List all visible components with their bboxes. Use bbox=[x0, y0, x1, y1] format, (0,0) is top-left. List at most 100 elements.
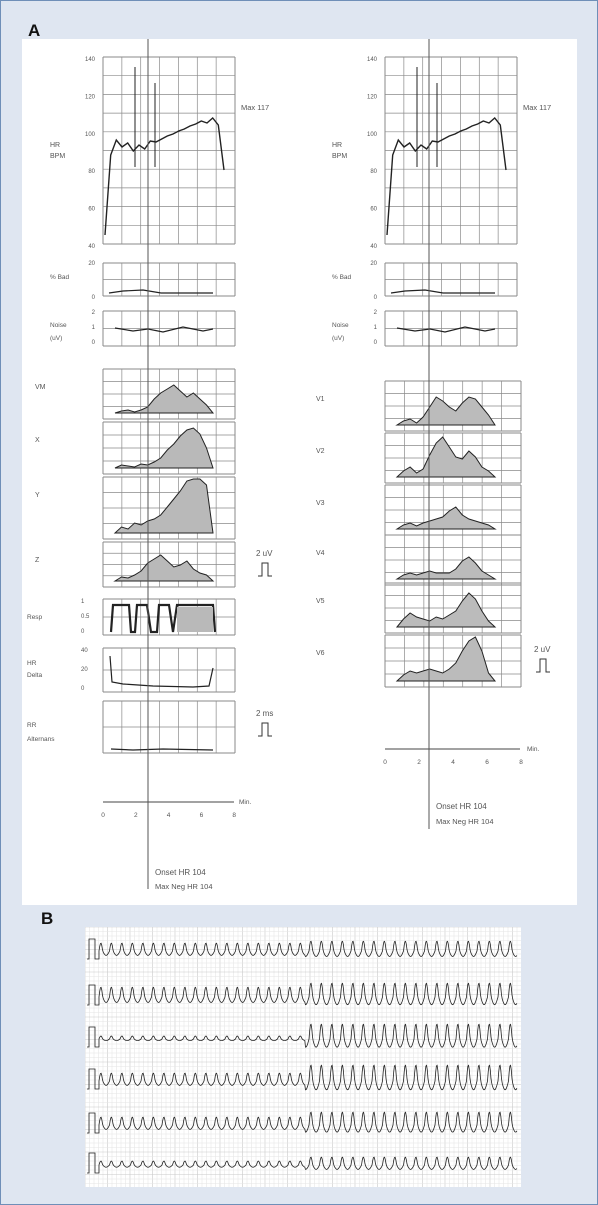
right-time-tick: 4 bbox=[451, 759, 455, 766]
left-resp-tick: 0 bbox=[81, 629, 85, 635]
right-lead-trace bbox=[395, 636, 497, 682]
ecg-lead-trace-6 bbox=[87, 1152, 518, 1174]
right-bad-tick: 20 bbox=[370, 261, 377, 267]
left-hr-trace bbox=[104, 116, 225, 236]
ecg-grid bbox=[85, 927, 521, 1187]
right-lead-label: V2 bbox=[316, 448, 325, 455]
ecg-lead-trace-3 bbox=[87, 1023, 518, 1048]
right-time-label: Min. bbox=[527, 746, 539, 753]
left-delta-grid bbox=[102, 647, 236, 693]
right-lead-trace bbox=[395, 436, 497, 478]
left-lead-trace bbox=[114, 427, 214, 469]
left-time-tick: 2 bbox=[134, 812, 138, 819]
left-noise-grid bbox=[102, 310, 236, 347]
right-hr-tick: 40 bbox=[370, 244, 377, 250]
ecg-lead-trace-4 bbox=[87, 1064, 518, 1091]
right-bad-trace bbox=[390, 289, 495, 294]
left-hr-tick: 100 bbox=[85, 132, 96, 138]
left-noise-tick: 2 bbox=[92, 310, 96, 316]
left-delta-tick: 40 bbox=[81, 648, 88, 654]
right-bad-grid bbox=[384, 262, 518, 297]
right-time-tick: 2 bbox=[417, 759, 421, 766]
right-lead-trace bbox=[395, 396, 496, 426]
right-noise-tick: 1 bbox=[374, 325, 378, 331]
right-hr-label-1: HR bbox=[332, 142, 342, 149]
left-hr-tick: 40 bbox=[88, 244, 95, 250]
panel-b-letter: B bbox=[41, 909, 54, 928]
right-scale-bar bbox=[536, 658, 550, 673]
panel-a-twa-trends: 140 120 100 80 60 40 HR BPM Max 117% Bad 20 0 Noise… bbox=[22, 39, 577, 905]
right-hr-grid bbox=[384, 56, 518, 245]
left-max-neg-label: Max Neg HR 104 bbox=[155, 882, 213, 891]
left-noise-trace bbox=[114, 326, 214, 333]
right-lead-label: V3 bbox=[316, 500, 325, 507]
left-lead-trace bbox=[113, 554, 215, 582]
left-resp-fill bbox=[177, 607, 213, 632]
left-time-tick: 4 bbox=[167, 812, 171, 819]
right-hr-tick: 100 bbox=[367, 132, 378, 138]
left-delta-tick: 0 bbox=[81, 686, 85, 692]
left-hr-label-2: BPM bbox=[50, 153, 65, 160]
left-hr-tick: 120 bbox=[85, 94, 96, 100]
left-rr-scale bbox=[258, 722, 272, 737]
left-delta-trace bbox=[109, 655, 214, 688]
right-lead-trace bbox=[395, 592, 497, 628]
right-hr-tick: 60 bbox=[370, 207, 377, 213]
left-resp-label: Resp bbox=[27, 614, 43, 621]
right-hr-label-2: BPM bbox=[332, 153, 347, 160]
left-lead-label: X bbox=[35, 437, 40, 444]
left-time-tick: 8 bbox=[232, 812, 236, 819]
left-hr-tick: 80 bbox=[88, 169, 95, 175]
left-bad-tick: 0 bbox=[92, 295, 96, 301]
left-rr-label-1: RR bbox=[27, 722, 37, 729]
left-noise-tick: 0 bbox=[92, 340, 96, 346]
right-lead-label: V1 bbox=[316, 396, 325, 403]
left-lead-label: Z bbox=[35, 557, 40, 564]
right-noise-label-2: (uV) bbox=[332, 335, 344, 342]
panel-a-letter: A bbox=[28, 21, 41, 40]
left-lead-trace bbox=[113, 478, 214, 534]
left-noise-label-2: (uV) bbox=[50, 335, 62, 342]
right-bad-tick: 0 bbox=[374, 295, 378, 301]
left-time-label: Min. bbox=[239, 799, 251, 806]
right-max-label: Max 117 bbox=[523, 103, 551, 112]
ecg-lead-trace-2 bbox=[87, 982, 518, 1006]
left-noise-label-1: Noise bbox=[50, 322, 67, 329]
left-hr-tick: 60 bbox=[88, 207, 95, 213]
left-hr-tick: 140 bbox=[85, 57, 96, 63]
left-rr-trace bbox=[110, 748, 214, 751]
left-bad-grid bbox=[102, 262, 236, 297]
right-lead-grid bbox=[384, 534, 522, 586]
right-hr-trace bbox=[386, 116, 507, 236]
left-resp-tick: 0.5 bbox=[81, 614, 90, 620]
right-lead-label: V4 bbox=[316, 550, 325, 557]
left-hr-label-1: HR bbox=[50, 142, 60, 149]
left-rr-label-2: Alternans bbox=[27, 736, 55, 743]
right-noise-label-1: Noise bbox=[332, 322, 349, 329]
left-rr-scale-label: 2 ms bbox=[256, 709, 273, 718]
right-hr-tick: 80 bbox=[370, 169, 377, 175]
right-scale-bar-label: 2 uV bbox=[534, 645, 551, 654]
left-lead-trace bbox=[114, 384, 215, 414]
right-hr-tick: 140 bbox=[367, 57, 378, 63]
right-noise-trace bbox=[396, 326, 496, 333]
right-onset-label: Onset HR 104 bbox=[436, 802, 487, 811]
left-bad-label: % Bad bbox=[50, 274, 70, 281]
left-delta-label-2: Delta bbox=[27, 672, 43, 679]
left-scale-bar bbox=[258, 562, 272, 577]
left-delta-label-1: HR bbox=[27, 660, 37, 667]
ecg-lead-trace-1 bbox=[87, 938, 518, 960]
left-lead-label: Y bbox=[35, 492, 40, 499]
panel-b-ecg-strip bbox=[85, 927, 521, 1187]
left-bad-tick: 20 bbox=[88, 261, 95, 267]
left-resp-tick: 1 bbox=[81, 599, 85, 605]
right-noise-tick: 0 bbox=[374, 340, 378, 346]
right-max-neg-label: Max Neg HR 104 bbox=[436, 817, 494, 826]
left-lead-label: VM bbox=[35, 384, 46, 391]
left-max-label: Max 117 bbox=[241, 103, 269, 112]
right-noise-tick: 2 bbox=[374, 310, 378, 316]
left-scale-bar-label: 2 uV bbox=[256, 549, 273, 558]
left-lead-grid bbox=[102, 421, 236, 475]
right-lead-label: V6 bbox=[316, 650, 325, 657]
